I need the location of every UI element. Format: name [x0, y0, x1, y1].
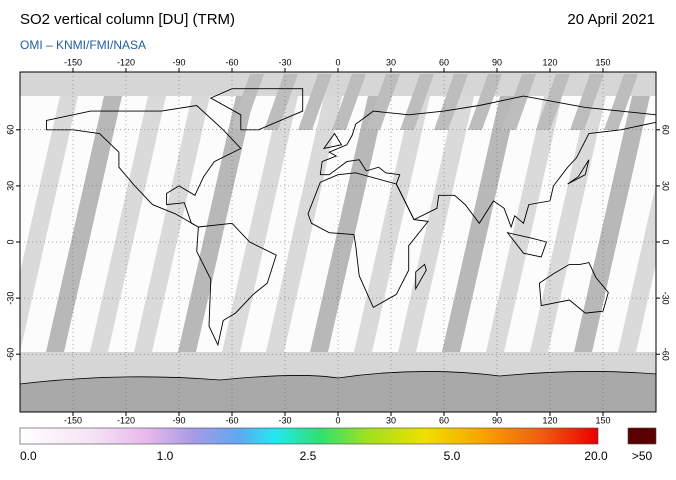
lon-label: -150 — [64, 415, 82, 425]
colorbar-over — [627, 427, 657, 445]
lon-label: -120 — [117, 57, 135, 67]
lat-label: -60 — [5, 348, 15, 361]
orbit-swath — [400, 74, 434, 130]
lon-label: -60 — [225, 57, 238, 67]
orbit-swath — [530, 96, 606, 352]
orbit-swath — [434, 74, 468, 130]
orbit-swath — [604, 74, 638, 130]
coastline — [319, 95, 656, 229]
antarctica — [20, 371, 656, 412]
coastline — [415, 263, 427, 291]
colorbar — [19, 427, 599, 445]
orbit-swath — [310, 96, 386, 352]
orbit-swath — [468, 74, 502, 130]
coastline — [46, 105, 242, 228]
coastline — [307, 172, 429, 309]
orbit-swath — [486, 96, 562, 352]
lon-label: -90 — [172, 57, 185, 67]
lon-label: 60 — [439, 57, 449, 67]
colorbar-label: 0.0 — [20, 449, 37, 463]
lon-label: 120 — [542, 57, 557, 67]
orbit-swath — [90, 96, 166, 352]
colorbar-label: >50 — [632, 449, 653, 463]
coastline — [567, 159, 590, 185]
colorbar-label: 5.0 — [444, 449, 461, 463]
lon-label: 120 — [542, 415, 557, 425]
coastline — [322, 132, 343, 150]
orbit-swath — [332, 74, 366, 130]
lon-label: -30 — [278, 415, 291, 425]
lon-label: 150 — [595, 415, 610, 425]
coastline — [506, 231, 548, 258]
orbit-swath — [574, 96, 650, 352]
lon-label: 90 — [492, 57, 502, 67]
coastline — [538, 262, 609, 314]
orbit-swath — [298, 74, 332, 130]
lon-label: -90 — [172, 415, 185, 425]
lon-label: 0 — [335, 57, 340, 67]
lon-label: 0 — [335, 415, 340, 425]
lon-label: -30 — [278, 57, 291, 67]
orbit-swath — [178, 96, 254, 352]
orbit-swath — [20, 96, 78, 352]
orbit-swath — [570, 74, 604, 130]
lat-label: -30 — [661, 292, 671, 305]
date: 20 April 2021 — [567, 11, 655, 28]
lon-label: 30 — [386, 415, 396, 425]
lon-label: -120 — [117, 415, 135, 425]
lon-label: -150 — [64, 57, 82, 67]
map — [20, 72, 656, 412]
colorbar-label: 20.0 — [584, 449, 608, 463]
lat-label: 30 — [661, 181, 671, 191]
coastline — [209, 88, 304, 131]
lat-label: 30 — [5, 181, 15, 191]
orbit-swath — [502, 74, 536, 130]
orbit-swath — [398, 96, 474, 352]
lon-label: 30 — [386, 57, 396, 67]
orbit-swath — [222, 96, 298, 352]
orbit-swath — [366, 74, 400, 130]
lon-label: 150 — [595, 57, 610, 67]
lat-label: -30 — [5, 292, 15, 305]
lon-label: 90 — [492, 415, 502, 425]
orbit-swath — [134, 96, 210, 352]
colorbar-label: 2.5 — [300, 449, 317, 463]
orbit-swath — [618, 184, 656, 352]
lat-label: 0 — [661, 239, 671, 244]
orbit-swath — [46, 96, 122, 352]
coastline — [196, 222, 277, 347]
lat-label: 60 — [661, 125, 671, 135]
orbit-swath — [230, 74, 264, 130]
lat-label: 60 — [5, 125, 15, 135]
orbit-swath — [354, 96, 430, 352]
source: OMI – KNMI/FMI/NASA — [20, 38, 146, 52]
lat-label: 0 — [5, 239, 15, 244]
lon-label: 60 — [439, 415, 449, 425]
lat-label: -60 — [661, 348, 671, 361]
lon-label: -60 — [225, 415, 238, 425]
orbit-swath — [442, 96, 518, 352]
title: SO2 vertical column [DU] (TRM) — [20, 11, 235, 28]
colorbar-label: 1.0 — [157, 449, 174, 463]
orbit-swath — [536, 74, 570, 130]
orbit-swath — [264, 74, 298, 130]
